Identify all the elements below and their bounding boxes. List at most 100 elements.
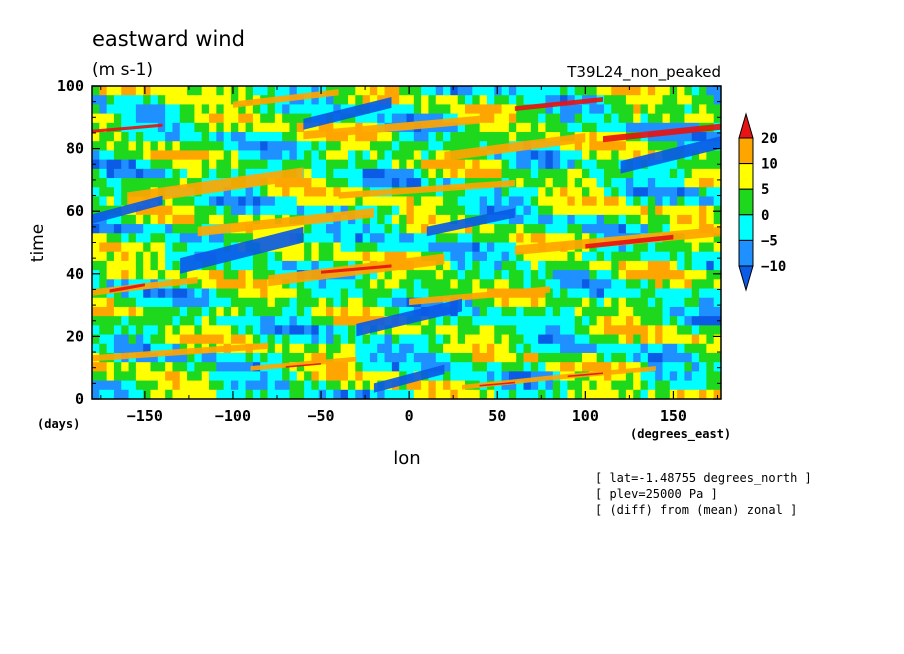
field-cell xyxy=(391,214,400,225)
field-cell xyxy=(472,325,481,336)
field-cell xyxy=(296,380,305,391)
wind-band xyxy=(567,372,603,378)
field-cell xyxy=(282,316,291,326)
field-cell xyxy=(92,362,100,372)
field-cell xyxy=(435,113,444,124)
field-cell xyxy=(662,95,671,106)
field-cell xyxy=(596,214,605,225)
field-cell xyxy=(713,178,721,188)
field-cell xyxy=(465,260,473,271)
field-cell xyxy=(99,113,108,124)
field-cell xyxy=(699,187,707,198)
field-cell xyxy=(677,316,686,326)
field-cell xyxy=(216,362,225,372)
field-cell xyxy=(377,214,386,225)
field-cell xyxy=(486,168,495,179)
field-cell xyxy=(677,122,686,133)
field-cell xyxy=(538,205,547,216)
field-cell xyxy=(625,168,634,179)
field-cell xyxy=(706,380,715,391)
field-cell xyxy=(618,362,627,372)
field-cell xyxy=(691,288,700,299)
field-cell xyxy=(501,362,510,372)
field-cell xyxy=(194,362,203,372)
field-cell xyxy=(238,233,247,244)
y-tick-label: 20 xyxy=(66,327,84,345)
field-cell xyxy=(501,334,510,345)
field-cell xyxy=(274,113,283,124)
field-cell xyxy=(150,242,159,253)
field-cell xyxy=(669,104,678,115)
field-cell xyxy=(399,104,408,115)
field-cell xyxy=(260,159,269,170)
field-cell xyxy=(362,178,371,188)
field-cell xyxy=(479,325,488,336)
field-cell xyxy=(435,159,444,170)
field-cell xyxy=(384,233,393,244)
field-cell xyxy=(369,233,378,244)
field-cell xyxy=(640,334,649,345)
field-cell xyxy=(435,187,444,198)
field-cell xyxy=(391,159,400,170)
field-cell xyxy=(450,362,459,372)
field-cell xyxy=(260,352,269,363)
field-cell xyxy=(318,95,327,106)
field-cell xyxy=(625,196,634,207)
field-cell xyxy=(362,362,371,372)
field-cell xyxy=(121,343,130,354)
field-cell xyxy=(640,316,649,326)
field-cell xyxy=(552,279,561,290)
field-cell xyxy=(508,132,517,142)
field-cell xyxy=(655,371,664,382)
field-cell xyxy=(179,132,188,142)
field-cell xyxy=(230,279,239,290)
field-cell xyxy=(574,224,583,234)
field-cell xyxy=(121,306,130,317)
field-cell xyxy=(560,159,568,170)
field-cell xyxy=(538,95,547,106)
field-cell xyxy=(421,205,430,216)
field-cell xyxy=(333,168,342,179)
field-cell xyxy=(465,251,473,262)
field-cell xyxy=(135,86,144,96)
field-cell xyxy=(106,242,115,253)
field-cell xyxy=(560,260,568,271)
field-cell xyxy=(450,251,459,262)
field-cell xyxy=(523,178,532,188)
field-cell xyxy=(574,306,583,317)
field-cell xyxy=(618,150,627,161)
field-cell xyxy=(574,380,583,391)
field-cell xyxy=(172,104,181,115)
field-cell xyxy=(508,306,517,317)
field-cell xyxy=(362,224,371,234)
field-cell xyxy=(355,343,364,354)
field-cell xyxy=(552,270,561,280)
field-cell xyxy=(384,214,393,225)
field-cell xyxy=(435,104,444,115)
field-cell xyxy=(252,168,261,179)
field-cell xyxy=(340,86,349,96)
field-cell xyxy=(552,141,561,152)
field-cell xyxy=(223,86,232,96)
field-cell xyxy=(267,187,276,198)
field-cell xyxy=(377,132,386,142)
field-cell xyxy=(428,113,437,124)
field-cell xyxy=(508,389,517,399)
field-cell xyxy=(633,113,642,124)
field-cell xyxy=(611,122,620,133)
colorbar-label: 10 xyxy=(761,157,778,173)
field-cell xyxy=(589,224,598,234)
field-cell xyxy=(633,325,642,336)
field-cell xyxy=(362,168,371,179)
field-cell xyxy=(157,150,166,161)
field-cell xyxy=(567,205,576,216)
field-cell xyxy=(560,205,568,216)
field-cell xyxy=(428,150,437,161)
field-cell xyxy=(179,196,188,207)
x-tick-label: −50 xyxy=(308,407,335,425)
field-cell xyxy=(479,122,488,133)
field-cell xyxy=(486,196,495,207)
field-cell xyxy=(369,224,378,234)
field-cell xyxy=(508,214,517,225)
field-cell xyxy=(479,224,488,234)
